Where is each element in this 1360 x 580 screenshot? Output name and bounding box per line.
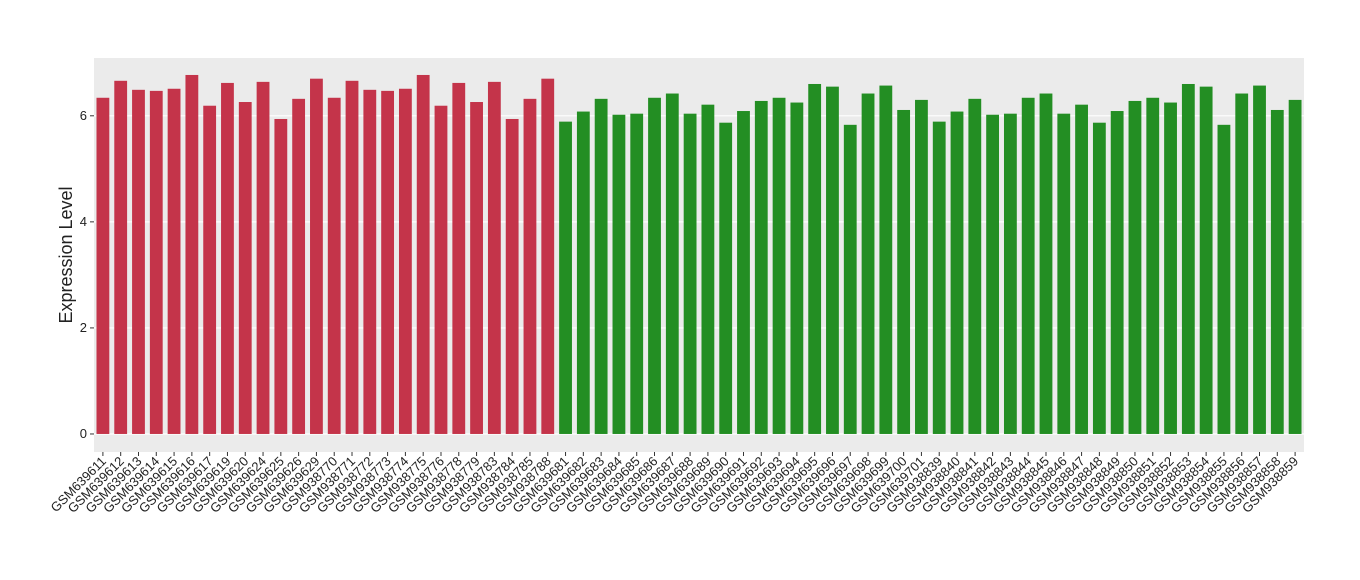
bar [132,89,145,434]
bar [950,111,964,434]
bar [292,98,306,434]
bar [1270,109,1284,434]
bar [523,98,537,434]
bar [434,105,448,434]
bar [274,118,288,434]
bar [879,85,893,434]
bar [594,98,608,434]
bar [612,114,626,434]
bar [968,98,982,434]
bar [1110,111,1124,434]
bar [221,82,234,434]
bar [310,78,323,434]
bar [381,90,395,434]
bar [1235,93,1249,434]
bar [238,102,252,434]
bar [416,74,430,434]
y-tick-label: 6 [80,108,87,123]
bar [897,109,911,434]
bar [114,80,128,434]
bar [1199,86,1213,434]
bar [1128,100,1142,434]
bar [683,113,697,434]
bar [345,80,359,434]
bar [1021,97,1035,434]
bar [363,89,377,434]
bar [861,93,875,434]
bar [719,122,733,434]
bar [541,78,555,434]
bar [772,97,786,434]
y-tick-label: 4 [80,214,87,229]
y-tick-label: 0 [80,426,87,441]
bar [1181,83,1195,434]
bar [826,86,839,434]
bar [203,105,217,434]
bar [1003,113,1017,434]
bar [754,100,768,434]
bar [1039,93,1053,434]
y-axis-label: Expression Level [56,186,76,323]
bar [149,90,163,434]
bar [915,99,928,434]
bar [843,124,857,434]
bar [398,88,412,434]
bar [630,113,644,434]
bar [1253,85,1266,434]
bar [1288,99,1302,434]
bar [327,97,341,434]
bar [1092,122,1106,434]
bar [185,74,199,434]
bar [1217,124,1231,434]
bar [505,118,519,434]
bar [167,88,181,434]
bar [986,114,1000,434]
bar [1164,102,1177,434]
y-tick-label: 2 [80,320,87,335]
bar [452,82,466,434]
bar [665,93,679,434]
bar [1146,97,1160,434]
bar [1075,104,1088,434]
bar [576,111,590,434]
bar [559,121,572,434]
bar [1057,113,1071,434]
bar [701,104,715,434]
bar [96,97,110,434]
bar [648,97,661,434]
bar [256,81,270,434]
bar [487,81,501,434]
bar [808,83,822,434]
bar [932,121,946,434]
bar [790,102,804,434]
bar [737,111,750,434]
bar [470,102,483,434]
